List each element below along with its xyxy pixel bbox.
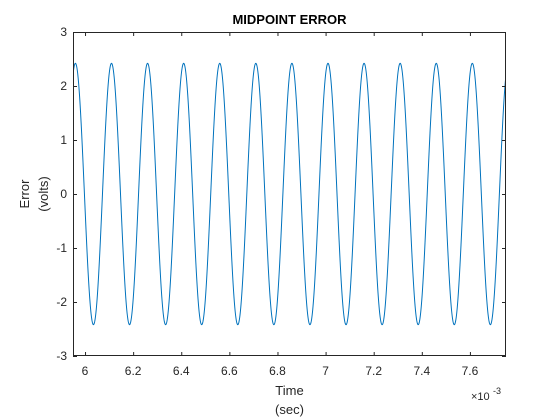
x-tick-label: 7.4 bbox=[413, 364, 430, 378]
axes-background bbox=[73, 32, 506, 356]
y-axis-label: Error bbox=[17, 179, 32, 209]
x-tick-label: 7.2 bbox=[365, 364, 382, 378]
y-tick-label: 0 bbox=[60, 187, 67, 201]
x-tick-label: 7 bbox=[322, 364, 329, 378]
x-tick-label: 6.6 bbox=[221, 364, 238, 378]
x-axis-label: Time bbox=[275, 383, 303, 398]
x-tick-label: 6 bbox=[82, 364, 89, 378]
series-line-1 bbox=[73, 62, 506, 326]
ticks-layer: 6 6.2 6.4 6.6 6.8 7 7.2 7.4 7.6 -3 -2 -1 0 1 2 3 bbox=[56, 25, 506, 378]
y-axis-unit-label: (volts) bbox=[36, 176, 51, 211]
y-tick-label: -3 bbox=[56, 349, 67, 363]
x-axis-exponent-power: -3 bbox=[493, 386, 501, 396]
x-tick-label: 6.4 bbox=[173, 364, 190, 378]
y-tick-label: 2 bbox=[60, 79, 67, 93]
x-axis-unit-label: (sec) bbox=[275, 402, 304, 417]
series-layer bbox=[73, 62, 506, 326]
y-tick-label: 3 bbox=[60, 25, 67, 39]
x-axis-exponent-base: ×10 bbox=[471, 391, 490, 403]
x-tick-label: 7.6 bbox=[462, 364, 479, 378]
y-tick-label: -1 bbox=[56, 241, 67, 255]
y-tick-label: 1 bbox=[60, 133, 67, 147]
chart-title: MIDPOINT ERROR bbox=[232, 12, 347, 27]
x-tick-label: 6.8 bbox=[269, 364, 286, 378]
y-tick-label: -2 bbox=[56, 295, 67, 309]
x-tick-label: 6.2 bbox=[125, 364, 142, 378]
